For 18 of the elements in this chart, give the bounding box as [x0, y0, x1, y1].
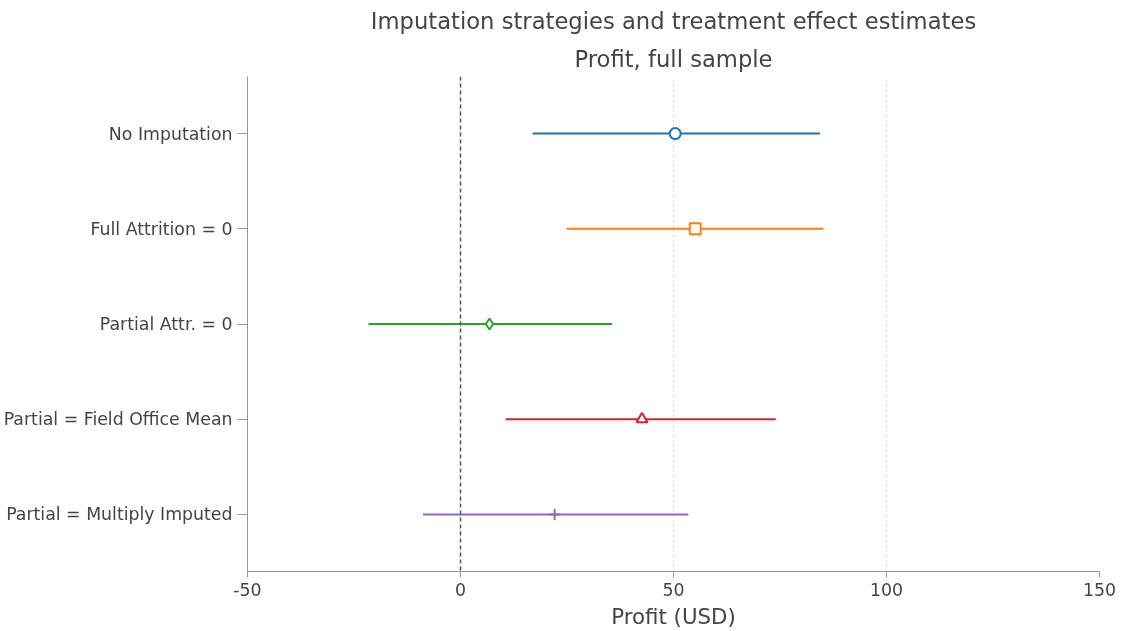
x-tick-label: 0 — [454, 579, 467, 600]
chart-subtitle: Profit, full sample — [574, 45, 773, 72]
y-tick-label: No Imputation — [108, 123, 233, 144]
y-tick-label: Partial Attr. = 0 — [99, 314, 233, 334]
x-axis-title: Profit (USD) — [611, 603, 736, 629]
x-tick-label: 100 — [869, 579, 904, 600]
x-tick-label: -50 — [233, 579, 262, 600]
y-tick-label: Partial = Multiply Imputed — [6, 504, 233, 525]
x-tick-label: 150 — [1082, 579, 1117, 600]
point — [548, 507, 562, 521]
point — [668, 127, 682, 141]
chart-title: Imputation strategies and treatment effect estimates — [370, 7, 977, 34]
point — [484, 317, 495, 331]
y-tick-label: Partial = Field Office Mean — [3, 409, 233, 430]
y-tick-label: Full Attrition = 0 — [90, 218, 233, 239]
point — [688, 222, 702, 236]
point — [635, 411, 649, 424]
x-tick-label: 50 — [662, 579, 685, 600]
